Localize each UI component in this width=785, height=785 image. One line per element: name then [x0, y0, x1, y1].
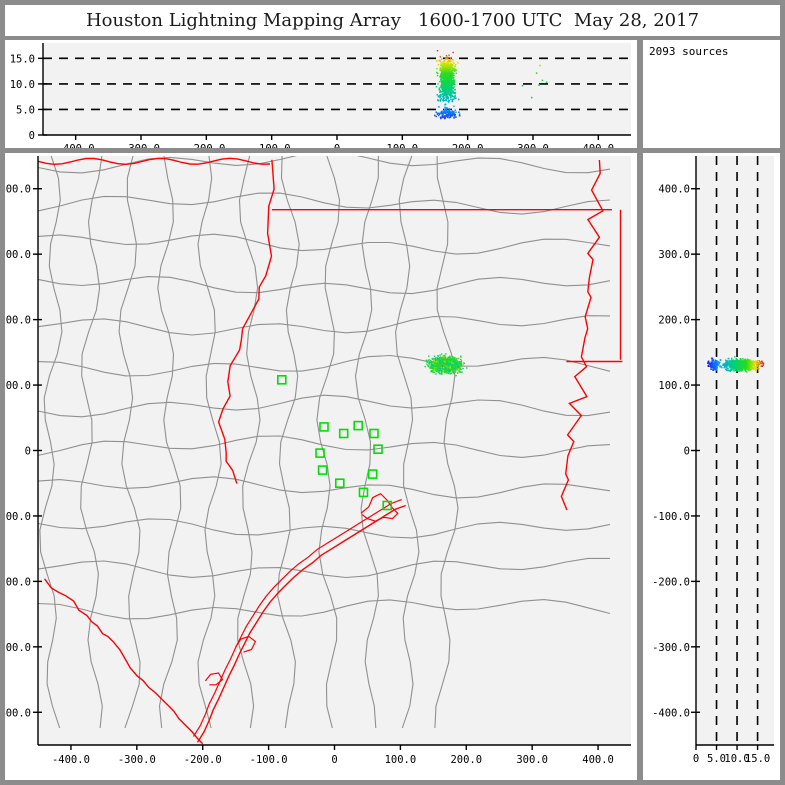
coastline-west: [44, 578, 204, 745]
page-title: Houston Lightning Mapping Array 1600-170…: [85, 10, 700, 31]
axis-tick-label: 300.0: [5, 249, 31, 261]
axis-tick-label: -300.0: [652, 642, 690, 654]
axis-tick-label: 0: [29, 130, 35, 142]
axis-tick-label: 15.0: [10, 53, 35, 65]
plan-view-map-axes: -400.0 -300.0 -200.0 -100.0 0 100.0 200.0 300.0…: [5, 156, 631, 766]
axis-tick-label: 100.0: [385, 754, 417, 766]
axis-tick-label: -200.0: [652, 576, 690, 588]
axis-tick-label: 100.0: [5, 380, 31, 392]
inland-bay-2: [204, 672, 224, 686]
axis-tick-label: -100.0: [253, 143, 291, 148]
galveston-bay: [360, 492, 399, 522]
station-marker: [277, 375, 287, 385]
axis-tick-label: -200.0: [187, 143, 225, 148]
axis-tick-label: -400.0: [5, 707, 31, 719]
axis-tick-label: -200.0: [184, 754, 222, 766]
station-marker: [334, 478, 345, 489]
altitude-vs-east-canvas: [43, 50, 631, 120]
axis-tick-label: 200.0: [452, 143, 484, 148]
axis-tick-label: -400.0: [57, 143, 95, 148]
axis-tick-label: 400.0: [582, 754, 614, 766]
station-marker: [367, 469, 378, 479]
axis-tick-label: -300.0: [5, 642, 31, 654]
station-marker: [358, 487, 369, 498]
station-marker: [373, 444, 383, 455]
axis-tick-label: 10.0: [724, 753, 749, 765]
axis-tick-label: 0: [684, 446, 690, 458]
axis-tick-label: -100.0: [652, 511, 690, 523]
axis-tick-label: 0: [693, 753, 699, 765]
state-borders: [38, 157, 623, 511]
altitude-vs-north-plot: [696, 156, 774, 745]
altitude-vs-north-canvas: [707, 156, 765, 745]
axis-tick-label: -300.0: [118, 754, 156, 766]
altitude-vs-north-axes: -400.0 -300.0 -200.0 -100.0 0 100.0 200.0 300.0…: [652, 156, 774, 765]
station-markers: [277, 375, 393, 511]
axis-tick-label: -300.0: [122, 143, 160, 148]
axis-tick-label: 100.0: [658, 380, 690, 392]
axis-tick-label: 300.0: [517, 143, 549, 148]
axis-tick-label: 200.0: [658, 315, 690, 327]
station-marker: [317, 465, 328, 475]
axis-tick-label: 5.0: [16, 104, 35, 116]
plan-view-map-plot: [38, 156, 631, 745]
inland-bay: [235, 635, 257, 653]
axis-tick-label: 100.0: [387, 143, 419, 148]
county-boundaries: [38, 156, 611, 729]
axis-tick-label: 10.0: [10, 79, 35, 91]
title-bar: Houston Lightning Mapping Array 1600-170…: [5, 5, 780, 36]
axis-tick-label: 400.0: [658, 184, 690, 196]
axis-tick-label: -400.0: [52, 754, 90, 766]
axis-tick-label: 0: [25, 446, 31, 458]
altitude-vs-east-axes: 0 5.0 10.0 15.0 -400.0 -300.0 -200.0 -100.0 0 100…: [10, 43, 631, 148]
station-marker: [369, 428, 379, 439]
axis-tick-label: 0: [331, 754, 337, 766]
source-points: [424, 353, 468, 377]
station-marker: [338, 428, 349, 439]
axis-tick-label: 300.0: [516, 754, 548, 766]
axis-tick-label: -200.0: [5, 576, 31, 588]
barrier-islands: [192, 499, 402, 737]
axis-tick-label: 200.0: [5, 315, 31, 327]
source-count-label: 2093 sources: [649, 45, 729, 58]
axis-tick-label: -400.0: [652, 707, 690, 719]
station-marker: [353, 420, 364, 431]
source-points: [707, 356, 765, 373]
altitude-vs-east-panel: 0 5.0 10.0 15.0 -400.0 -300.0 -200.0 -100.0 0 100…: [5, 40, 637, 148]
axis-tick-label: 400.0: [583, 143, 615, 148]
axis-tick-label: 15.0: [745, 753, 770, 765]
axis-tick-label: 300.0: [658, 249, 690, 261]
axis-tick-label: -100.0: [5, 511, 31, 523]
axis-tick-label: 5.0: [707, 753, 726, 765]
source-count-panel: 2093 sources: [643, 40, 780, 148]
altitude-vs-north-panel: -400.0 -300.0 -200.0 -100.0 0 100.0 200.0 300.0…: [643, 153, 780, 780]
plan-view-map-panel: -400.0 -300.0 -200.0 -100.0 0 100.0 200.0 300.0…: [5, 153, 637, 780]
plan-view-map-canvas: [38, 156, 623, 745]
coastline-gulf: [196, 504, 406, 743]
axis-tick-label: 200.0: [450, 754, 482, 766]
axis-tick-label: -100.0: [250, 754, 288, 766]
altitude-vs-east-plot: [43, 43, 631, 135]
station-marker: [315, 448, 325, 458]
axis-tick-label: 400.0: [5, 184, 31, 196]
station-marker: [319, 422, 329, 432]
axis-tick-label: 0: [334, 143, 340, 148]
station-marker: [382, 500, 393, 511]
source-points: [434, 50, 548, 120]
